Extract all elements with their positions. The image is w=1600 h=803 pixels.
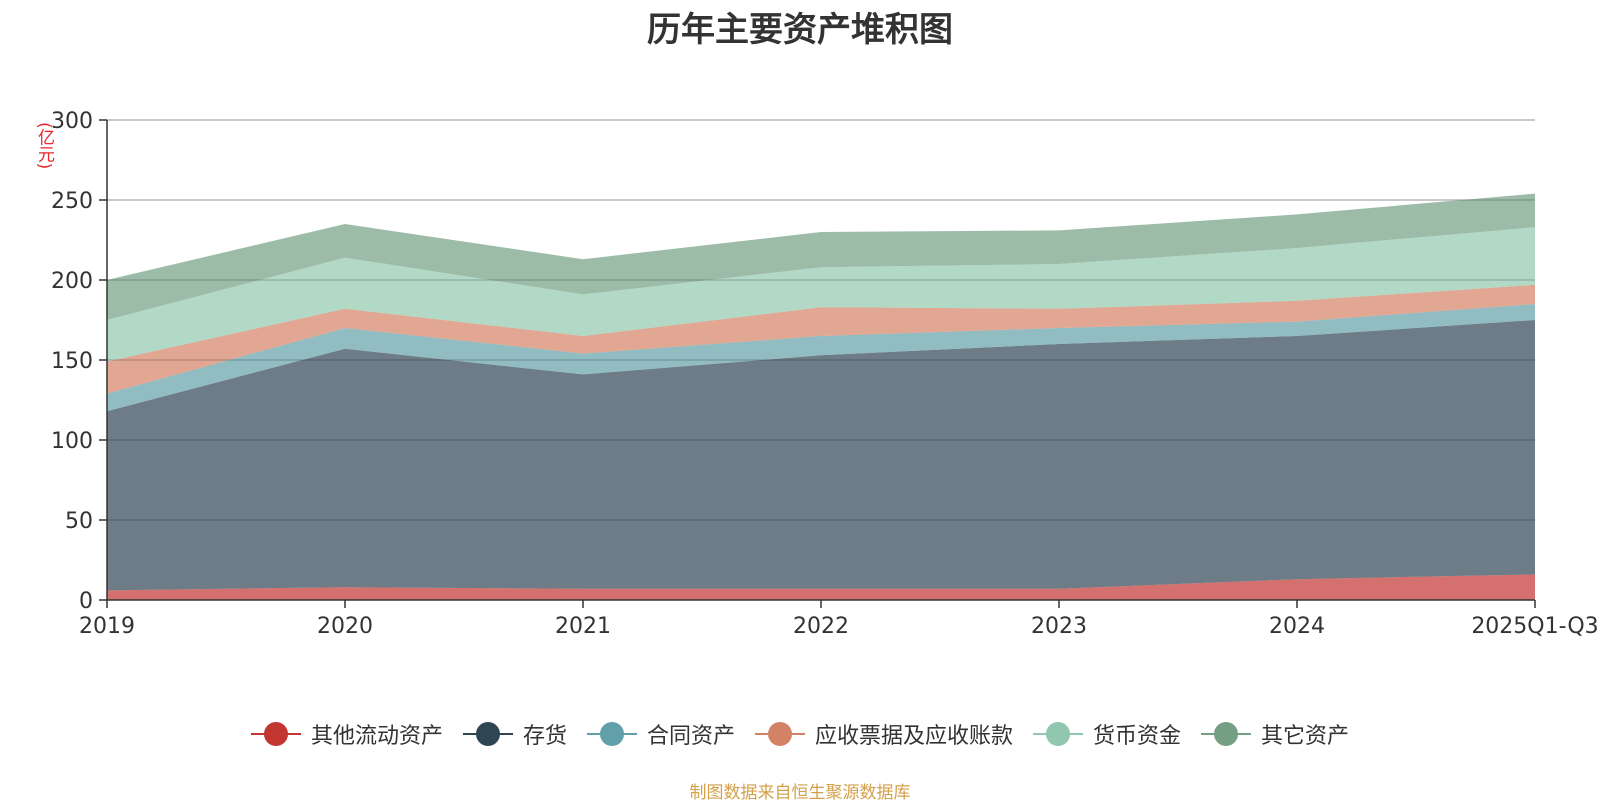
- legend-marker-icon: [1033, 722, 1084, 746]
- area-存货: [107, 320, 1535, 591]
- legend-label: 合同资产: [646, 724, 735, 749]
- y-tick-label: 250: [51, 189, 93, 214]
- legend-label: 应收票据及应收账款: [815, 724, 1014, 749]
- x-tick-label: 2023: [1031, 614, 1087, 639]
- legend-marker-icon: [586, 722, 637, 746]
- area-合同资产: [107, 304, 1535, 412]
- legend-marker-icon: [462, 722, 513, 746]
- legend-item[interactable]: 合同资产: [586, 718, 735, 750]
- area-货币资金: [107, 227, 1535, 362]
- legend-label: 存货: [522, 724, 567, 749]
- x-tick-label: 2020: [317, 614, 373, 639]
- area-其他流动资产: [107, 574, 1535, 600]
- legend-item[interactable]: 其他流动资产: [250, 718, 443, 750]
- legend-label: 其他流动资产: [310, 724, 443, 749]
- x-tick-label: 2024: [1269, 614, 1325, 639]
- x-tick-label: 2019: [79, 614, 135, 639]
- y-tick-label: 150: [51, 349, 93, 374]
- legend-item[interactable]: 其它资产: [1201, 718, 1349, 750]
- legend-marker-icon: [250, 722, 301, 746]
- x-tick-label: 2022: [793, 614, 849, 639]
- y-tick-label: 0: [79, 589, 93, 614]
- x-tick-label: 2025Q1-Q3: [1471, 614, 1598, 639]
- legend-marker-icon: [755, 722, 805, 746]
- chart-legend: 其他流动资产 存货 合同资产 应收票据及应收账款 货币资金 其它资产: [0, 718, 1600, 750]
- legend-label: 其它资产: [1261, 724, 1350, 749]
- y-tick-label: 100: [51, 429, 93, 454]
- data-source-note: 制图数据来自恒生聚源数据库: [689, 783, 911, 803]
- area-其它资产: [107, 193, 1535, 320]
- chart-title: 历年主要资产堆积图: [647, 10, 953, 50]
- x-tick-label: 2021: [555, 614, 611, 639]
- legend-item[interactable]: 应收票据及应收账款: [755, 718, 1013, 750]
- y-axis-unit-label: (亿元): [34, 122, 54, 170]
- legend-label: 货币资金: [1093, 724, 1182, 749]
- y-tick-label: 300: [51, 109, 93, 134]
- area-应收票据及应收账款: [107, 284, 1535, 394]
- y-tick-label: 200: [51, 269, 93, 294]
- legend-item[interactable]: 货币资金: [1033, 718, 1181, 750]
- legend-marker-icon: [1201, 722, 1252, 746]
- legend-item[interactable]: 存货: [462, 718, 567, 750]
- y-tick-label: 50: [65, 509, 93, 534]
- stacked-area-chart: 0 50 100 150 200 250 300 2019 2020 2021 2022 2023 20…: [51, 109, 1599, 639]
